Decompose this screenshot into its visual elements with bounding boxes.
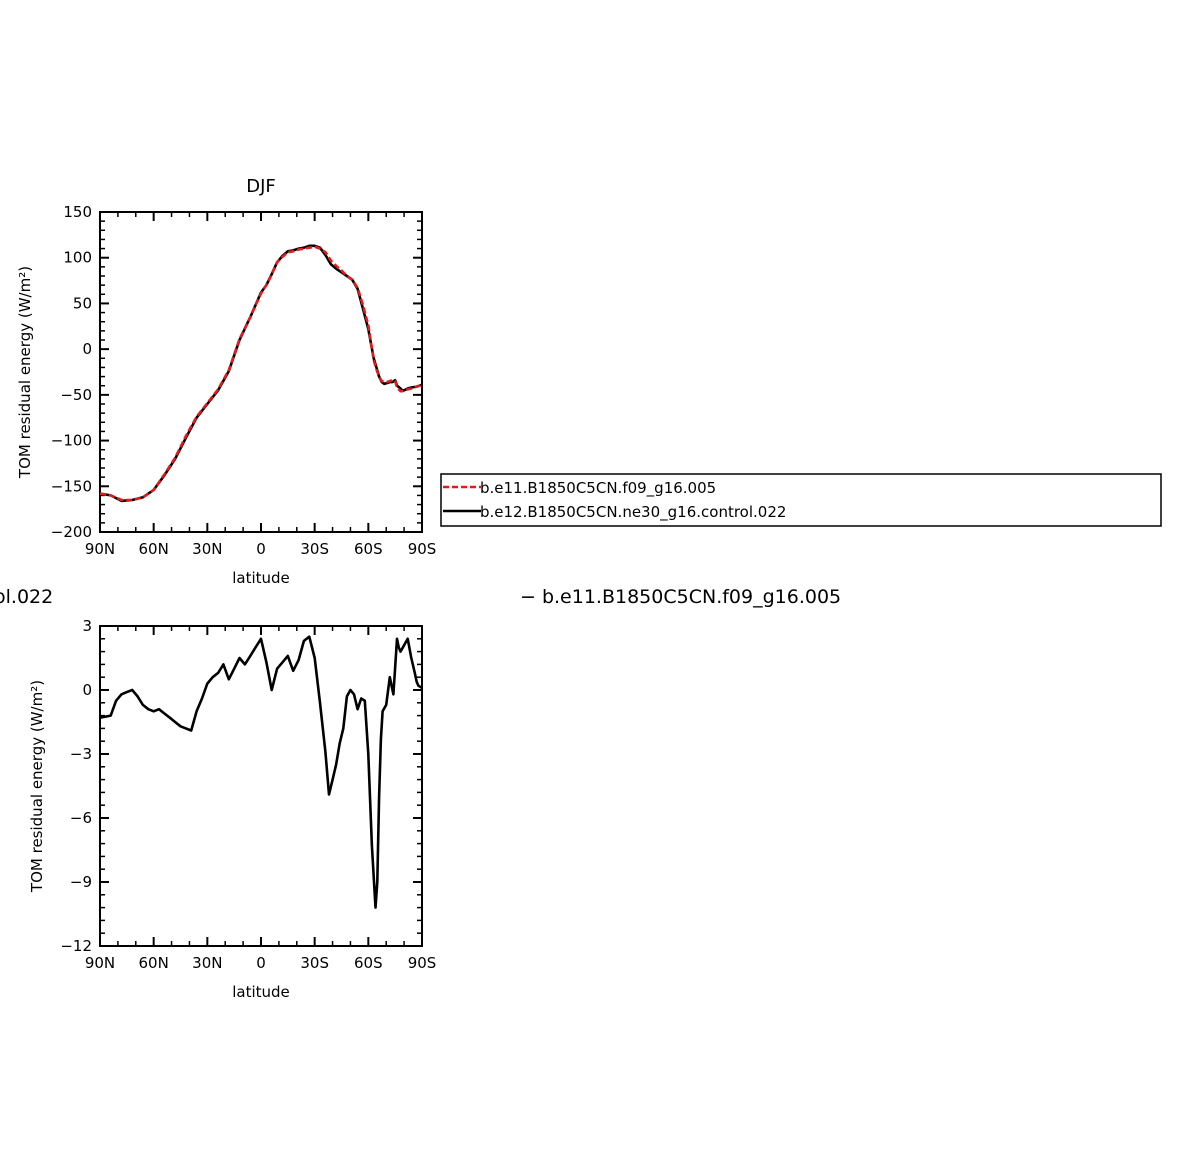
x-tick-label: 90N xyxy=(85,954,115,972)
x-tick-label: 60N xyxy=(139,540,169,558)
top-x-ticks: 90N 60N 30N 0 30S 60S 90S xyxy=(85,212,436,558)
x-tick-label: 30N xyxy=(192,540,222,558)
y-tick-label: −9 xyxy=(70,873,92,891)
legend-entry-black: b.e12.B1850C5CN.ne30_g16.control.022 xyxy=(480,503,786,522)
bottom-panel-chart: 3 0 −3 −6 −9 −12 90N 60N 30N 0 30S 60S 90S latitude… xyxy=(28,617,436,1001)
y-tick-label: 0 xyxy=(82,681,92,699)
y-tick-label: 3 xyxy=(82,617,92,635)
y-tick-label: −150 xyxy=(51,477,92,495)
bottom-series-lines xyxy=(99,635,423,909)
y-tick-label: 0 xyxy=(82,340,92,358)
y-tick-label: −100 xyxy=(51,432,92,450)
y-tick-label: −50 xyxy=(60,386,92,404)
bottom-y-axis-label: TOM residual energy (W/m²) xyxy=(28,680,46,893)
bottom-y-ticks: 3 0 −3 −6 −9 −12 xyxy=(60,617,422,955)
series-line-black-solid xyxy=(99,635,423,909)
x-tick-label: 90S xyxy=(408,540,437,558)
x-tick-label: 30N xyxy=(192,954,222,972)
x-tick-label: 90N xyxy=(85,540,115,558)
top-chart-title: DJF xyxy=(246,176,276,197)
y-tick-label: −3 xyxy=(70,745,92,763)
x-tick-label: 30S xyxy=(300,540,329,558)
x-tick-label: 0 xyxy=(256,954,266,972)
x-tick-label: 30S xyxy=(300,954,329,972)
bottom-x-axis-label: latitude xyxy=(232,983,290,1001)
legend-entry-red: b.e11.B1850C5CN.f09_g16.005 xyxy=(480,479,716,498)
x-tick-label: 60N xyxy=(139,954,169,972)
top-plot-frame xyxy=(99,211,423,533)
x-tick-label: 60S xyxy=(354,540,383,558)
top-y-ticks: 150 100 50 0 −50 −100 −150 −200 xyxy=(51,203,422,541)
x-tick-label: 60S xyxy=(354,954,383,972)
diff-title-right-fragment: − b.e11.B1850C5CN.f09_g16.005 xyxy=(520,586,841,608)
y-tick-label: 100 xyxy=(63,249,92,267)
bottom-x-ticks: 90N 60N 30N 0 30S 60S 90S xyxy=(85,626,436,972)
top-y-axis-label: TOM residual energy (W/m²) xyxy=(16,266,34,479)
top-series-lines xyxy=(99,244,423,503)
x-tick-label: 90S xyxy=(408,954,437,972)
top-x-axis-label: latitude xyxy=(232,569,290,587)
series-line-black-solid xyxy=(99,244,423,503)
diff-title-left-fragment: ol.022 xyxy=(0,586,53,608)
y-tick-label: −12 xyxy=(60,937,92,955)
y-tick-label: 50 xyxy=(73,294,92,312)
top-panel-chart: DJF 150 100 50 0 −50 −100 −150 −200 90N 60N 30N 0 3… xyxy=(16,176,436,587)
series-line-red-dashed xyxy=(99,245,423,502)
y-tick-label: −200 xyxy=(51,523,92,541)
y-tick-label: 150 xyxy=(63,203,92,221)
y-tick-label: −6 xyxy=(70,809,92,827)
x-tick-label: 0 xyxy=(256,540,266,558)
legend: b.e11.B1850C5CN.f09_g16.005 b.e12.B1850C… xyxy=(440,473,1162,527)
legend-frame xyxy=(440,473,1162,527)
